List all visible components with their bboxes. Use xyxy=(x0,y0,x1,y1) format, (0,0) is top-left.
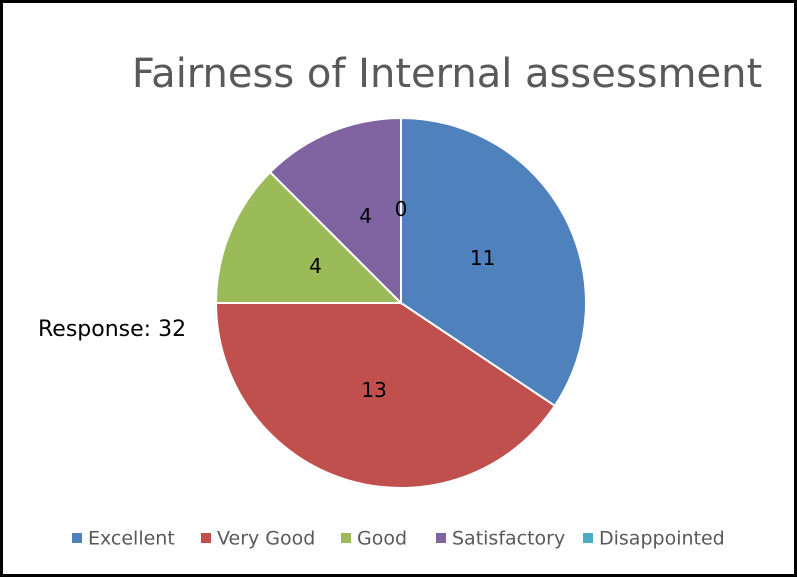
legend-label: Disappointed xyxy=(599,528,725,550)
legend-swatch xyxy=(201,533,211,543)
legend-label: Excellent xyxy=(88,528,175,550)
data-label: 11 xyxy=(470,246,495,270)
legend-label: Satisfactory xyxy=(452,528,565,550)
annotation: Response: 32 xyxy=(38,317,186,342)
data-label: 13 xyxy=(361,378,386,402)
pie-slice xyxy=(268,116,402,306)
legend-swatch xyxy=(583,533,593,543)
legend-label: Good xyxy=(357,528,407,550)
data-label: 4 xyxy=(309,254,322,278)
pie-slice xyxy=(214,170,404,304)
legend-swatch xyxy=(72,533,82,543)
legend-swatch xyxy=(436,533,446,543)
legend-label: Very Good xyxy=(217,528,315,550)
legend-swatch xyxy=(341,533,351,543)
pie-slice xyxy=(214,302,557,489)
data-label: 0 xyxy=(395,197,408,221)
data-label: 4 xyxy=(359,204,372,228)
chart-title: Fairness of Internal assessment xyxy=(132,51,762,97)
